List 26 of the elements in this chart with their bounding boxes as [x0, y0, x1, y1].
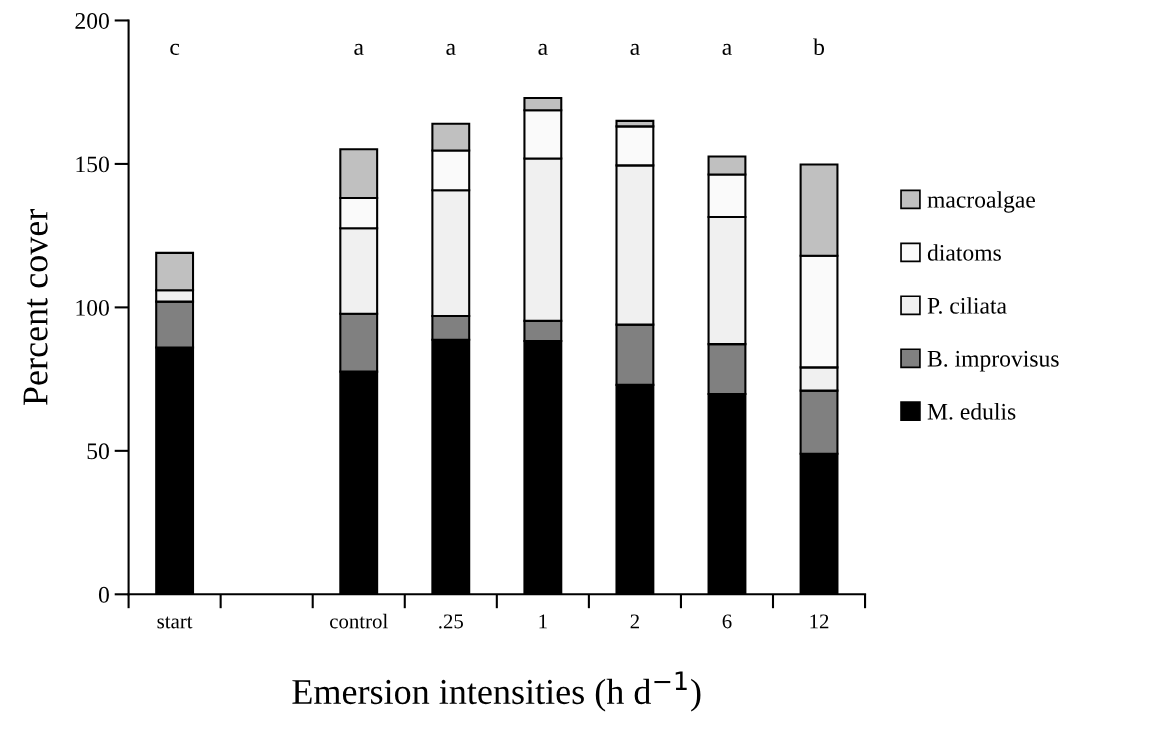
- x-tick-label: 2: [630, 614, 639, 629]
- annotation: a: [630, 43, 640, 56]
- annotation: a: [538, 43, 548, 56]
- annotation: b: [813, 38, 825, 56]
- legend-label: macroalgae: [927, 191, 1035, 213]
- annotation: a: [722, 43, 732, 56]
- legend-label: diatoms: [927, 244, 1001, 261]
- x-tick-label: control: [330, 613, 388, 629]
- x-tick-label: start: [157, 616, 193, 629]
- annotation: a: [446, 43, 456, 56]
- x-tick-label: 1: [539, 614, 547, 629]
- y-tick-label: 200: [75, 12, 109, 29]
- x-tick-label: 12: [810, 614, 829, 629]
- legend-label: P. ciliata: [927, 297, 1007, 314]
- y-tick-label: 50: [87, 443, 109, 460]
- annotation: c: [170, 43, 180, 56]
- y-tick-label: 150: [76, 156, 109, 173]
- legend-label: B. improvisus: [927, 350, 1059, 372]
- y-axis-title: Percent cover: [23, 208, 48, 406]
- x-tick-label: 6: [722, 614, 732, 629]
- y-tick-label: 100: [76, 299, 109, 316]
- annotation: a: [354, 43, 364, 56]
- x-tick-label: .25: [439, 614, 463, 629]
- y-tick-label: 0: [98, 586, 109, 603]
- x-axis-title: Emersion intensities (h d$^{−1}$): [292, 671, 701, 712]
- legend-label: M. edulis: [927, 403, 1016, 420]
